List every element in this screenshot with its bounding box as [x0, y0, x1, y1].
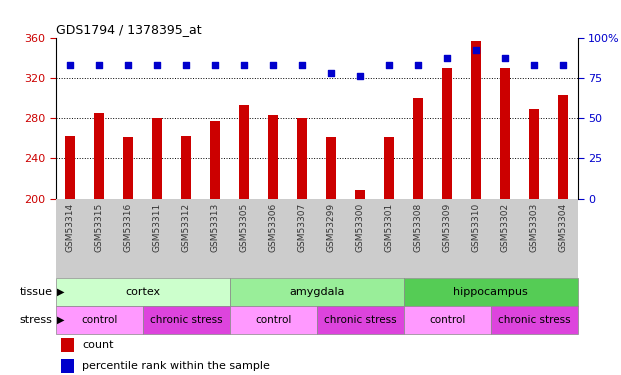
Point: [181, 62, 191, 68]
Bar: [404, 306, 491, 334]
Point: [211, 62, 220, 68]
Text: GSM53304: GSM53304: [558, 202, 568, 252]
Point: [94, 62, 104, 68]
Text: GSM53301: GSM53301: [384, 202, 394, 252]
Bar: [210, 121, 220, 199]
Point: [268, 62, 278, 68]
Bar: [297, 118, 307, 199]
Text: cortex: cortex: [125, 286, 160, 297]
Text: GSM53311: GSM53311: [153, 202, 162, 252]
Bar: [384, 137, 394, 199]
Bar: [500, 68, 510, 199]
Bar: [355, 190, 365, 199]
Text: GSM53309: GSM53309: [443, 202, 451, 252]
Bar: [56, 278, 230, 306]
Bar: [230, 306, 317, 334]
Point: [239, 62, 249, 68]
Bar: [181, 136, 191, 199]
Bar: [268, 115, 278, 199]
Point: [529, 62, 539, 68]
Point: [413, 62, 423, 68]
Bar: [317, 306, 404, 334]
Bar: [61, 338, 74, 352]
Point: [500, 56, 510, 62]
Text: GSM53303: GSM53303: [530, 202, 538, 252]
Bar: [230, 278, 404, 306]
Text: chronic stress: chronic stress: [498, 315, 570, 325]
Bar: [326, 137, 337, 199]
Text: GSM53307: GSM53307: [297, 202, 307, 252]
Bar: [442, 68, 452, 199]
Text: amygdala: amygdala: [289, 286, 345, 297]
Text: GDS1794 / 1378395_at: GDS1794 / 1378395_at: [56, 23, 202, 36]
Point: [124, 62, 134, 68]
Text: GSM53305: GSM53305: [240, 202, 249, 252]
Bar: [471, 40, 481, 199]
Point: [558, 62, 568, 68]
Point: [471, 47, 481, 53]
Bar: [558, 95, 568, 199]
Bar: [61, 358, 74, 373]
Text: GSM53300: GSM53300: [356, 202, 365, 252]
Text: GSM53308: GSM53308: [414, 202, 423, 252]
Text: chronic stress: chronic stress: [324, 315, 396, 325]
Text: control: control: [429, 315, 465, 325]
Text: ▶: ▶: [57, 315, 64, 325]
Text: hippocampus: hippocampus: [453, 286, 528, 297]
Text: GSM53302: GSM53302: [501, 202, 510, 252]
Bar: [239, 105, 250, 199]
Bar: [123, 137, 134, 199]
Text: tissue: tissue: [20, 286, 53, 297]
Text: control: control: [81, 315, 117, 325]
Text: percentile rank within the sample: percentile rank within the sample: [82, 361, 270, 371]
Bar: [94, 113, 104, 199]
Point: [355, 73, 365, 79]
Point: [326, 70, 336, 76]
Text: stress: stress: [20, 315, 53, 325]
Text: ▶: ▶: [57, 286, 64, 297]
Text: GSM53314: GSM53314: [66, 202, 75, 252]
Text: GSM53310: GSM53310: [471, 202, 481, 252]
Text: GSM53316: GSM53316: [124, 202, 133, 252]
Bar: [65, 136, 76, 199]
Bar: [529, 109, 539, 199]
Point: [384, 62, 394, 68]
Point: [442, 56, 452, 62]
Text: count: count: [82, 340, 114, 350]
Bar: [404, 278, 578, 306]
Bar: [152, 118, 163, 199]
Text: control: control: [255, 315, 291, 325]
Text: chronic stress: chronic stress: [150, 315, 222, 325]
Text: GSM53315: GSM53315: [95, 202, 104, 252]
Bar: [143, 306, 230, 334]
Text: GSM53306: GSM53306: [269, 202, 278, 252]
Text: GSM53299: GSM53299: [327, 202, 336, 252]
Point: [65, 62, 75, 68]
Bar: [56, 306, 143, 334]
Point: [297, 62, 307, 68]
Text: GSM53312: GSM53312: [182, 202, 191, 252]
Bar: [413, 98, 424, 199]
Text: GSM53313: GSM53313: [211, 202, 220, 252]
Bar: [491, 306, 578, 334]
Point: [152, 62, 162, 68]
